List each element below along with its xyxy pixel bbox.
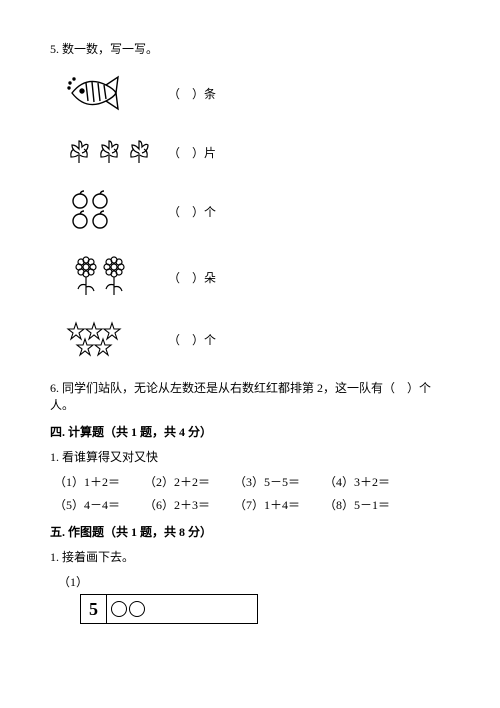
- flowers-unit: 朵: [204, 269, 216, 286]
- apples-icon: [66, 189, 156, 233]
- q6-text: 6. 同学们站队，无论从左数还是从右数红红都排第 2，这一队有（ ）个人。: [50, 379, 450, 413]
- fish-unit: 条: [204, 85, 216, 102]
- fish-blank: （ ）: [168, 85, 204, 102]
- calc-2: （2）2＋2＝: [144, 473, 234, 490]
- section5-title: 五. 作图题（共 1 题，共 8 分）: [50, 523, 450, 540]
- pattern-box: 5: [80, 594, 258, 624]
- calc-7: （7）1＋4＝: [234, 496, 324, 513]
- calc-1: （1）1＋2＝: [54, 473, 144, 490]
- flowers-icon: [66, 255, 156, 299]
- fish-icon: [66, 71, 156, 115]
- section5-sub: 1. 接着画下去。: [50, 548, 450, 565]
- apples-blank: （ ）: [168, 203, 204, 220]
- section4-sub: 1. 看谁算得又对又快: [50, 448, 450, 465]
- pattern-number: 5: [81, 595, 107, 623]
- leaves-blank: （ ）: [168, 144, 204, 161]
- section4-title: 四. 计算题（共 1 题，共 4 分）: [50, 423, 450, 440]
- count-row-stars: （ ） 个: [66, 321, 450, 357]
- stars-icon: [66, 321, 156, 357]
- calc-6: （6）2＋3＝: [144, 496, 234, 513]
- circle-icon: [129, 601, 145, 617]
- calc-4: （4）3＋2＝: [324, 473, 414, 490]
- count-row-leaves: （ ） 片: [66, 137, 450, 167]
- calc-row-2: （5）4－4＝ （6）2＋3＝ （7）1＋4＝ （8）5－1＝: [54, 496, 450, 513]
- count-row-apples: （ ） 个: [66, 189, 450, 233]
- stars-blank: （ ）: [168, 331, 204, 348]
- leaves-icon: [66, 137, 156, 167]
- q5-title: 5. 数一数，写一写。: [50, 40, 450, 57]
- calc-5: （5）4－4＝: [54, 496, 144, 513]
- stars-unit: 个: [204, 331, 216, 348]
- pattern-shapes: [107, 601, 257, 617]
- flowers-blank: （ ）: [168, 269, 204, 286]
- leaves-unit: 片: [204, 144, 216, 161]
- circle-icon: [111, 601, 127, 617]
- apples-unit: 个: [204, 203, 216, 220]
- calc-3: （3）5－5＝: [234, 473, 324, 490]
- calc-row-1: （1）1＋2＝ （2）2＋2＝ （3）5－5＝ （4）3＋2＝: [54, 473, 450, 490]
- count-row-fish: （ ） 条: [66, 71, 450, 115]
- pattern-1-label: （1）: [58, 573, 450, 590]
- calc-8: （8）5－1＝: [324, 496, 414, 513]
- count-row-flowers: （ ） 朵: [66, 255, 450, 299]
